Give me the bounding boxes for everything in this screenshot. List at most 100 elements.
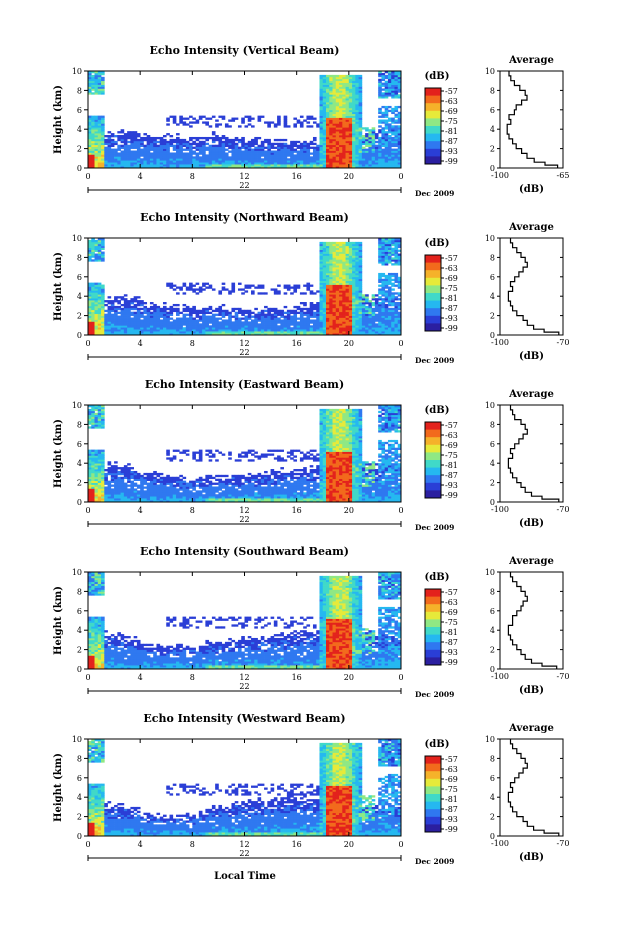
heatmap-cell — [388, 106, 392, 108]
heatmap-cell — [349, 75, 353, 77]
heatmap-cell — [183, 314, 187, 316]
heatmap-cell — [176, 318, 180, 320]
heatmap-cell — [202, 137, 206, 139]
heatmap-cell — [271, 143, 275, 145]
heatmap-cell — [127, 300, 131, 302]
heatmap-cell — [306, 121, 310, 123]
heatmap-cell — [196, 120, 200, 122]
heatmap-cell — [342, 242, 346, 244]
heatmap-cell — [183, 283, 187, 285]
heatmap-cell — [215, 314, 219, 316]
panel-1: Echo Intensity (Northward Beam)Height (k… — [53, 211, 569, 365]
heatmap-cell — [313, 147, 317, 149]
heatmap-cell — [183, 292, 187, 294]
heatmap-cell — [391, 292, 395, 294]
heatmap-cell — [225, 152, 229, 154]
heatmap-cell — [303, 141, 307, 143]
heatmap-cell — [326, 75, 330, 77]
heatmap-cell — [238, 139, 242, 141]
heatmap-cell — [258, 323, 262, 325]
heatmap-cell — [127, 145, 131, 147]
heatmap-cell — [238, 288, 242, 290]
colorbar-swatch — [425, 308, 441, 316]
heatmap-cell — [251, 290, 255, 292]
heatmap-cell — [196, 143, 200, 145]
heatmap-cell — [183, 149, 187, 151]
colorbar-tick-label: -93 — [445, 314, 458, 323]
heatmap-cell — [143, 137, 147, 139]
heatmap-cell — [391, 118, 395, 120]
heatmap-cell — [231, 308, 235, 310]
heatmap-cell — [388, 123, 392, 125]
heatmap-cell — [394, 285, 398, 287]
heatmap-cell — [391, 288, 395, 290]
heatmap-cell — [163, 139, 167, 141]
heatmap-cell — [95, 116, 99, 118]
avg-x-tick-label: -100 — [491, 171, 509, 180]
heatmap-cell — [290, 292, 294, 294]
heatmap-cell — [267, 121, 271, 123]
heatmap-cell — [248, 285, 252, 287]
heatmap-cell — [170, 321, 174, 323]
heatmap-cell — [251, 316, 255, 318]
heatmap-cell — [258, 137, 262, 139]
heatmap-cell — [290, 141, 294, 143]
heatmap-cell — [117, 145, 121, 147]
heatmap-cell — [271, 121, 275, 123]
heatmap-cell — [117, 312, 121, 314]
heatmap-cell — [372, 127, 376, 129]
heatmap-cell — [293, 123, 297, 125]
heatmap-cell — [88, 240, 92, 242]
y-tick-label: 2 — [77, 145, 82, 154]
heatmap-cell — [192, 156, 196, 158]
x-tick-label: 16 — [292, 172, 302, 181]
heatmap-cell — [186, 152, 190, 154]
heatmap-cell — [222, 283, 226, 285]
heatmap-cell — [134, 488, 138, 490]
heatmap-cell — [212, 288, 216, 290]
heatmap-cell — [290, 316, 294, 318]
heatmap-cell — [362, 127, 366, 129]
heatmap-cell — [117, 306, 121, 308]
heatmap-cell — [336, 242, 340, 244]
heatmap-cell — [333, 75, 337, 77]
heatmap-cell — [391, 257, 395, 259]
heatmap-cell — [218, 318, 222, 320]
heatmap-cell — [277, 143, 281, 145]
heatmap-cell — [394, 106, 398, 108]
heatmap-cell — [287, 285, 291, 287]
heatmap-cell — [385, 304, 389, 306]
heatmap-cell — [111, 139, 115, 141]
y-tick-label: 0 — [77, 331, 82, 340]
colorbar-swatch — [425, 285, 441, 293]
heatmap-cell — [222, 141, 226, 143]
heatmap-cell — [111, 300, 115, 302]
heatmap-cell — [205, 308, 209, 310]
heatmap-cell — [173, 152, 177, 154]
heatmap-cell — [284, 312, 288, 314]
heatmap-cell — [258, 292, 262, 294]
heatmap-cell — [140, 137, 144, 139]
avg-y-tick-label: 4 — [490, 125, 495, 134]
heatmap-cell — [297, 285, 301, 287]
heatmap-cell — [303, 120, 307, 122]
heatmap-cell — [114, 296, 118, 298]
heatmap-cell — [91, 283, 95, 285]
heatmap-cell — [368, 129, 372, 131]
heatmap-cell — [391, 137, 395, 139]
heatmap-cell — [310, 125, 314, 127]
heatmap-cell — [166, 123, 170, 125]
panel-title: Echo Intensity (Vertical Beam) — [149, 44, 339, 57]
day-label: 22 — [239, 181, 249, 190]
heatmap-cell — [245, 143, 249, 145]
colorbar-swatch — [425, 301, 441, 309]
heatmap-cell — [124, 298, 128, 300]
heatmap-cell — [359, 242, 363, 244]
heatmap-cell — [300, 292, 304, 294]
heatmap-cell — [378, 273, 382, 275]
heatmap-cell — [313, 118, 317, 120]
heatmap-cell — [192, 141, 196, 143]
heatmap-cell — [280, 139, 284, 141]
heatmap-cell — [189, 143, 193, 145]
heatmap-cell — [323, 242, 327, 244]
